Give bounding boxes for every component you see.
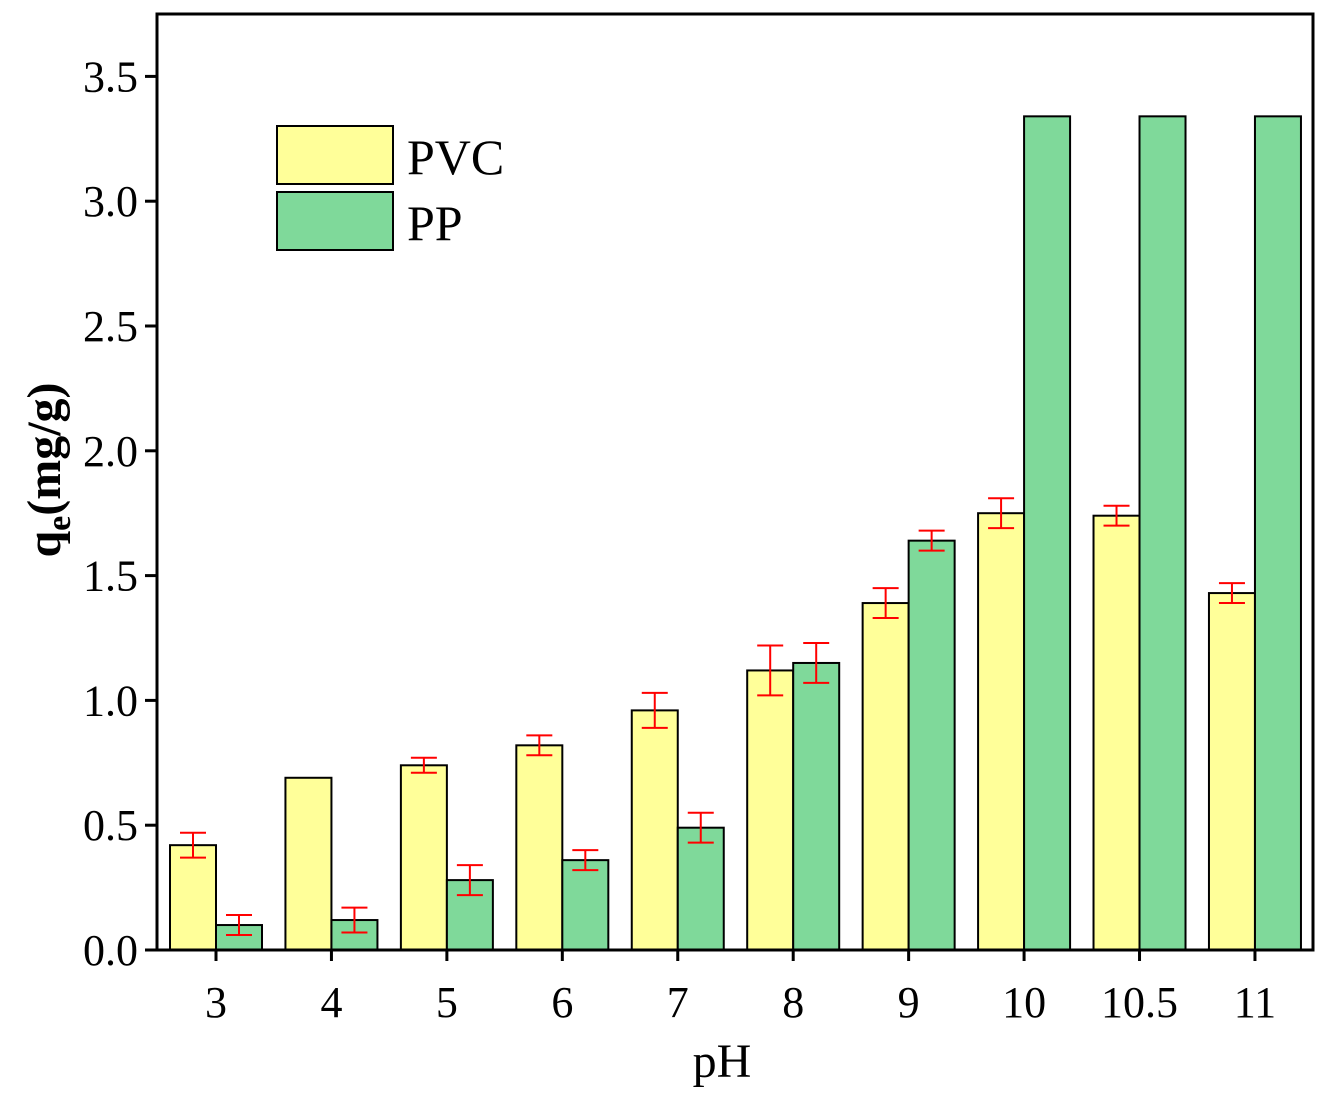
y-axis-title-main: q [18,531,71,558]
bar-pvc-ph-9 [861,602,910,952]
y-tick-label: 2.5 [83,302,138,351]
legend-swatch-pp [276,191,394,251]
bar-pp-ph-10.5 [1138,115,1187,951]
y-axis-title: qe(mg/g) [18,382,78,557]
x-tick-label: 9 [898,978,920,1027]
bar-pp-ph-11 [1253,115,1302,951]
bar-pp-ph-8 [792,661,841,952]
x-tick-label: 5 [436,978,458,1027]
y-tick-label: 2.0 [83,427,138,476]
legend-swatch-pvc [276,125,394,185]
bar-pp-ph-10 [1023,115,1072,951]
x-axis-title: pH [693,1035,752,1088]
y-tick-label: 0.5 [83,801,138,850]
bar-pvc-ph-3 [169,844,217,952]
y-tick-label: 3.5 [83,52,138,101]
errorbar-pp-ph-8 [803,641,830,684]
y-axis-title-unit: (mg/g) [18,382,71,515]
bar-pvc-ph-10 [977,512,1026,951]
x-tick-label: 7 [667,978,689,1027]
bar-pp-ph-6 [561,859,610,951]
legend: PVC PP [276,125,504,251]
errorbar-pvc-ph-9 [872,587,899,620]
errorbars-group [180,497,1245,937]
plot-frame [155,12,1315,952]
y-tick-label: 3.0 [83,177,138,226]
y-axis: 0.0 0.5 1.0 1.5 2.0 2.5 3.0 3.5 [83,52,157,975]
x-tick-label: 10.5 [1101,978,1178,1027]
bar-pvc-ph-7 [630,709,679,951]
legend-item-pp: PP [276,191,463,251]
errorbar-pp-ph-3 [226,914,252,937]
bar-pp-ph-7 [676,826,725,951]
errorbar-pp-ph-6 [572,849,599,872]
y-axis-title-subscript: e [41,516,78,531]
x-tick-label: 3 [205,978,227,1027]
x-tick-label: 11 [1234,978,1276,1027]
y-tick-label: 0.0 [83,926,138,975]
x-axis: 3 4 5 6 7 8 9 10 10.5 11 [205,950,1276,1027]
bar-pvc-ph-4 [284,776,333,951]
errorbar-pvc-ph-6 [526,734,553,757]
x-tick-label: 4 [320,978,342,1027]
legend-label-pp: PP [407,195,463,251]
errorbar-pp-ph-5 [456,864,483,897]
errorbar-pvc-ph-7 [641,691,668,729]
bars-group [169,115,1302,952]
bar-pvc-ph-11 [1207,592,1256,952]
errorbar-pvc-ph-10 [988,497,1015,530]
legend-item-pvc: PVC [276,125,504,185]
errorbar-pp-ph-7 [687,811,714,844]
errorbar-pp-ph-9 [918,529,945,552]
x-tick-label: 8 [782,978,804,1027]
errorbar-pp-ph-4 [341,906,368,934]
errorbar-pvc-ph-11 [1218,582,1245,605]
bar-pvc-ph-6 [515,744,564,951]
y-tick-label: 1.5 [83,552,138,601]
bar-pvc-ph-5 [399,764,448,952]
y-tick-label: 1.0 [83,676,138,725]
bar-pp-ph-9 [907,539,956,951]
bar-pvc-ph-8 [746,669,795,951]
x-tick-label: 10 [1002,978,1046,1027]
errorbar-pvc-ph-5 [410,756,437,774]
x-tick-label: 6 [551,978,573,1027]
bar-pvc-ph-10.5 [1092,514,1141,951]
errorbar-pvc-ph-3 [180,831,206,859]
legend-label-pvc: PVC [407,129,504,185]
errorbar-pvc-ph-8 [757,644,784,697]
errorbar-pvc-ph-10.5 [1103,504,1130,527]
